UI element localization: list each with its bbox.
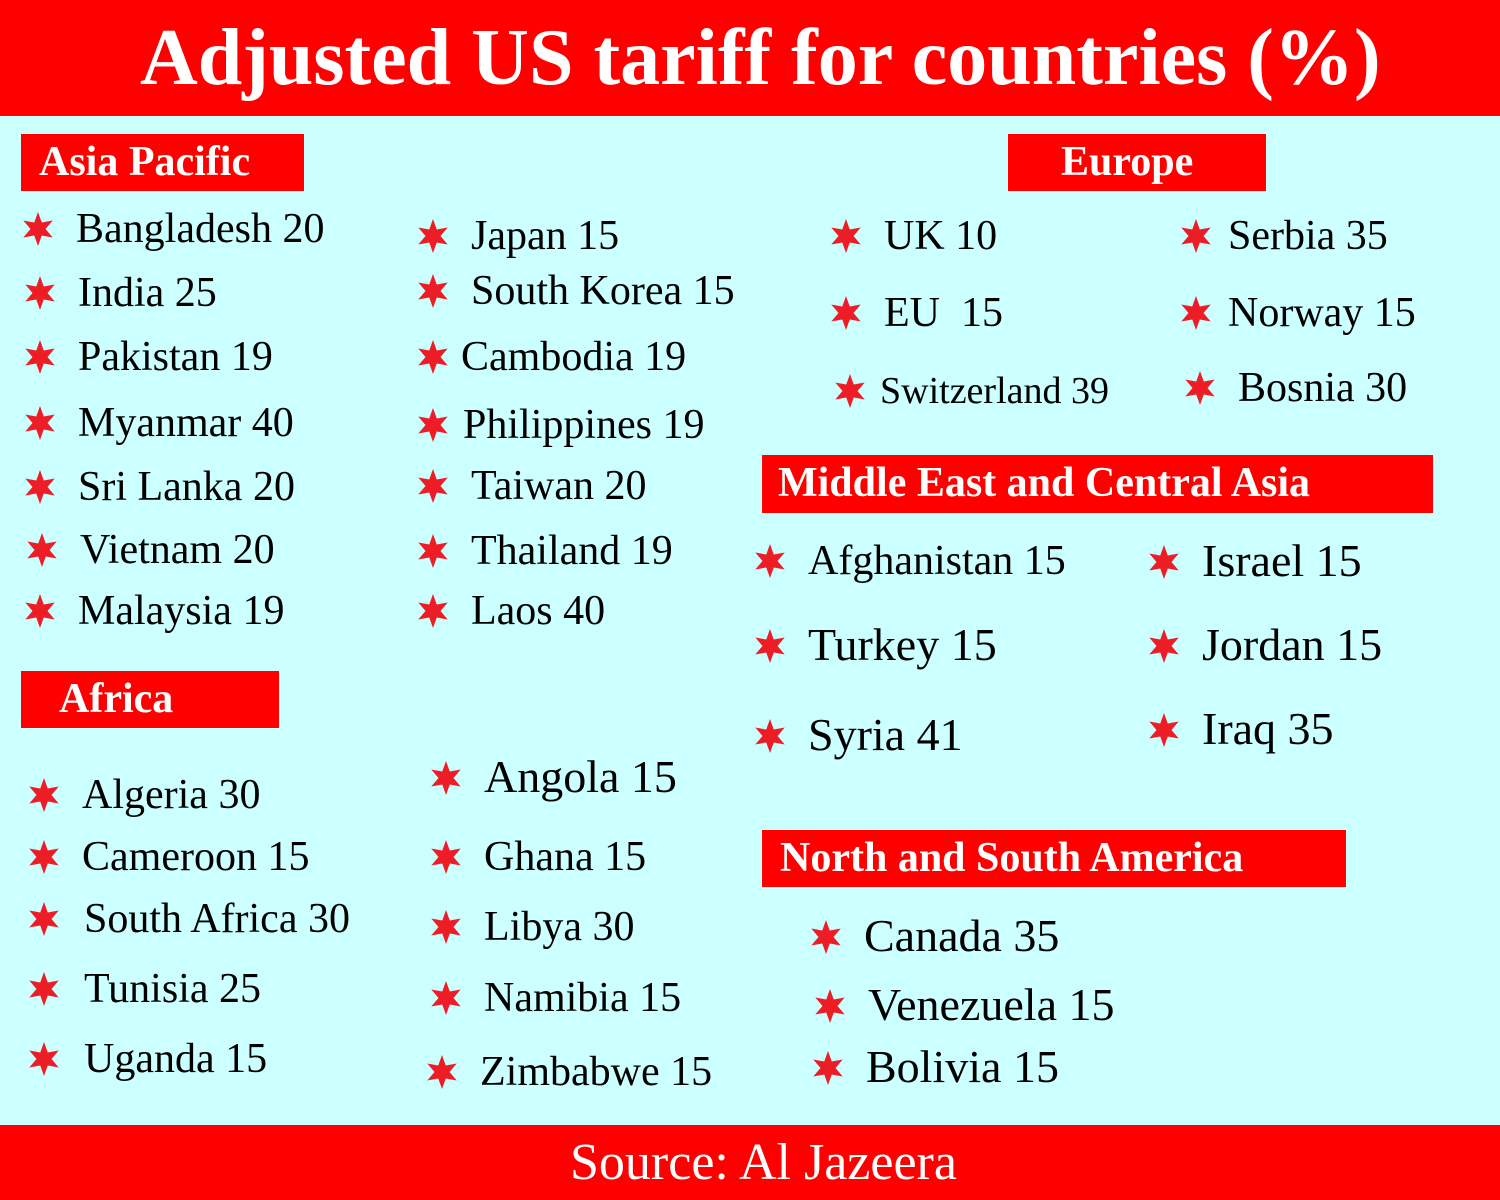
country-item: Cameroon 15 — [26, 832, 309, 882]
country-item: Switzerland 39 — [832, 366, 1109, 416]
country-item: Vietnam 20 — [24, 525, 275, 575]
red-star-icon — [415, 218, 451, 254]
country-item: Angola 15 — [428, 752, 677, 802]
red-star-icon — [828, 295, 864, 331]
country-item: Malaysia 19 — [22, 586, 284, 636]
country-item: South Korea 15 — [415, 266, 735, 316]
country-item: Zimbabwe 15 — [424, 1047, 712, 1097]
red-star-icon — [428, 760, 464, 796]
red-star-icon — [808, 919, 844, 955]
red-star-icon — [415, 468, 451, 504]
red-star-icon — [1146, 712, 1182, 748]
red-star-icon — [415, 407, 451, 443]
region-header-europe: Europe — [1008, 134, 1266, 191]
red-star-icon — [26, 777, 62, 813]
country-item: Syria 41 — [752, 710, 963, 760]
red-star-icon — [812, 988, 848, 1024]
region-header-asia-pacific: Asia Pacific — [21, 134, 304, 191]
title-banner: Adjusted US tariff for countries (%) — [0, 0, 1500, 116]
red-star-icon — [828, 218, 864, 254]
red-star-icon — [1146, 628, 1182, 664]
red-star-icon — [428, 839, 464, 875]
country-item: Bolivia 15 — [810, 1042, 1059, 1092]
country-item: Venezuela 15 — [812, 980, 1115, 1030]
country-item: Norway 15 — [1178, 288, 1416, 338]
country-item: Afghanistan 15 — [752, 536, 1066, 586]
country-item: Taiwan 20 — [415, 461, 647, 511]
country-item: Uganda 15 — [26, 1034, 267, 1084]
red-star-icon — [26, 901, 62, 937]
red-star-icon — [1178, 295, 1214, 331]
region-header-americas: North and South America — [762, 830, 1346, 887]
country-item: Cambodia 19 — [415, 332, 686, 382]
red-star-icon — [26, 1041, 62, 1077]
red-star-icon — [1146, 544, 1182, 580]
red-star-icon — [26, 971, 62, 1007]
red-star-icon — [20, 211, 56, 247]
country-item: Turkey 15 — [752, 620, 997, 670]
country-item: Algeria 30 — [26, 770, 260, 820]
red-star-icon — [415, 533, 451, 569]
red-star-icon — [22, 469, 58, 505]
red-star-icon — [424, 1054, 460, 1090]
country-item: Philippines 19 — [415, 400, 705, 450]
red-star-icon — [24, 532, 60, 568]
region-header-middle-east: Middle East and Central Asia — [762, 455, 1433, 513]
country-item: Bangladesh 20 — [20, 204, 324, 254]
red-star-icon — [810, 1050, 846, 1086]
region-header-africa: Africa — [21, 671, 279, 728]
red-star-icon — [26, 839, 62, 875]
country-item: Laos 40 — [415, 586, 605, 636]
red-star-icon — [832, 373, 868, 409]
source-banner: Source: Al Jazeera — [0, 1125, 1500, 1200]
red-star-icon — [22, 593, 58, 629]
country-item: Thailand 19 — [415, 526, 673, 576]
country-item: Sri Lanka 20 — [22, 462, 295, 512]
country-item: Ghana 15 — [428, 832, 646, 882]
red-star-icon — [22, 275, 58, 311]
country-item: South Africa 30 — [26, 894, 350, 944]
source-credit: Source: Al Jazeera — [570, 1134, 957, 1191]
country-item: EU 15 — [828, 288, 1003, 338]
country-item: Iraq 35 — [1146, 704, 1334, 754]
country-item: Israel 15 — [1146, 536, 1362, 586]
red-star-icon — [1182, 370, 1218, 406]
country-item: Bosnia 30 — [1182, 363, 1407, 413]
red-star-icon — [22, 339, 58, 375]
red-star-icon — [1178, 218, 1214, 254]
country-item: India 25 — [22, 268, 217, 318]
red-star-icon — [415, 339, 451, 375]
page-title: Adjusted US tariff for countries (%) — [140, 14, 1381, 102]
country-item: Canada 35 — [808, 911, 1059, 961]
red-star-icon — [22, 405, 58, 441]
red-star-icon — [752, 543, 788, 579]
country-item: Tunisia 25 — [26, 964, 261, 1014]
red-star-icon — [752, 628, 788, 664]
country-item: Pakistan 19 — [22, 332, 273, 382]
country-item: Namibia 15 — [428, 973, 681, 1023]
country-item: UK 10 — [828, 211, 997, 261]
red-star-icon — [752, 718, 788, 754]
red-star-icon — [428, 980, 464, 1016]
country-item: Jordan 15 — [1146, 620, 1382, 670]
red-star-icon — [428, 909, 464, 945]
country-item: Serbia 35 — [1178, 211, 1388, 261]
country-item: Japan 15 — [415, 211, 619, 261]
country-item: Myanmar 40 — [22, 398, 294, 448]
red-star-icon — [415, 273, 451, 309]
country-item: Libya 30 — [428, 902, 634, 952]
red-star-icon — [415, 593, 451, 629]
